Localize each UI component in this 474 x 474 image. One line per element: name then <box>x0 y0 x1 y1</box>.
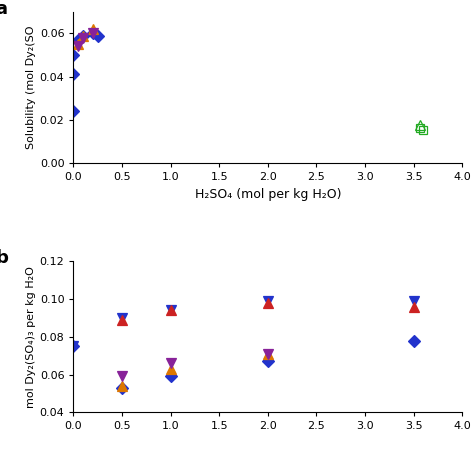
X-axis label: H₂SO₄ (mol per kg H₂O): H₂SO₄ (mol per kg H₂O) <box>194 188 341 201</box>
Text: a: a <box>0 0 8 18</box>
Y-axis label: mol Dy₂(SO₄)₃ per kg H₂O: mol Dy₂(SO₄)₃ per kg H₂O <box>26 266 36 408</box>
Y-axis label: Solubility (mol Dy₂(SO: Solubility (mol Dy₂(SO <box>26 26 36 149</box>
Text: b: b <box>0 249 9 267</box>
